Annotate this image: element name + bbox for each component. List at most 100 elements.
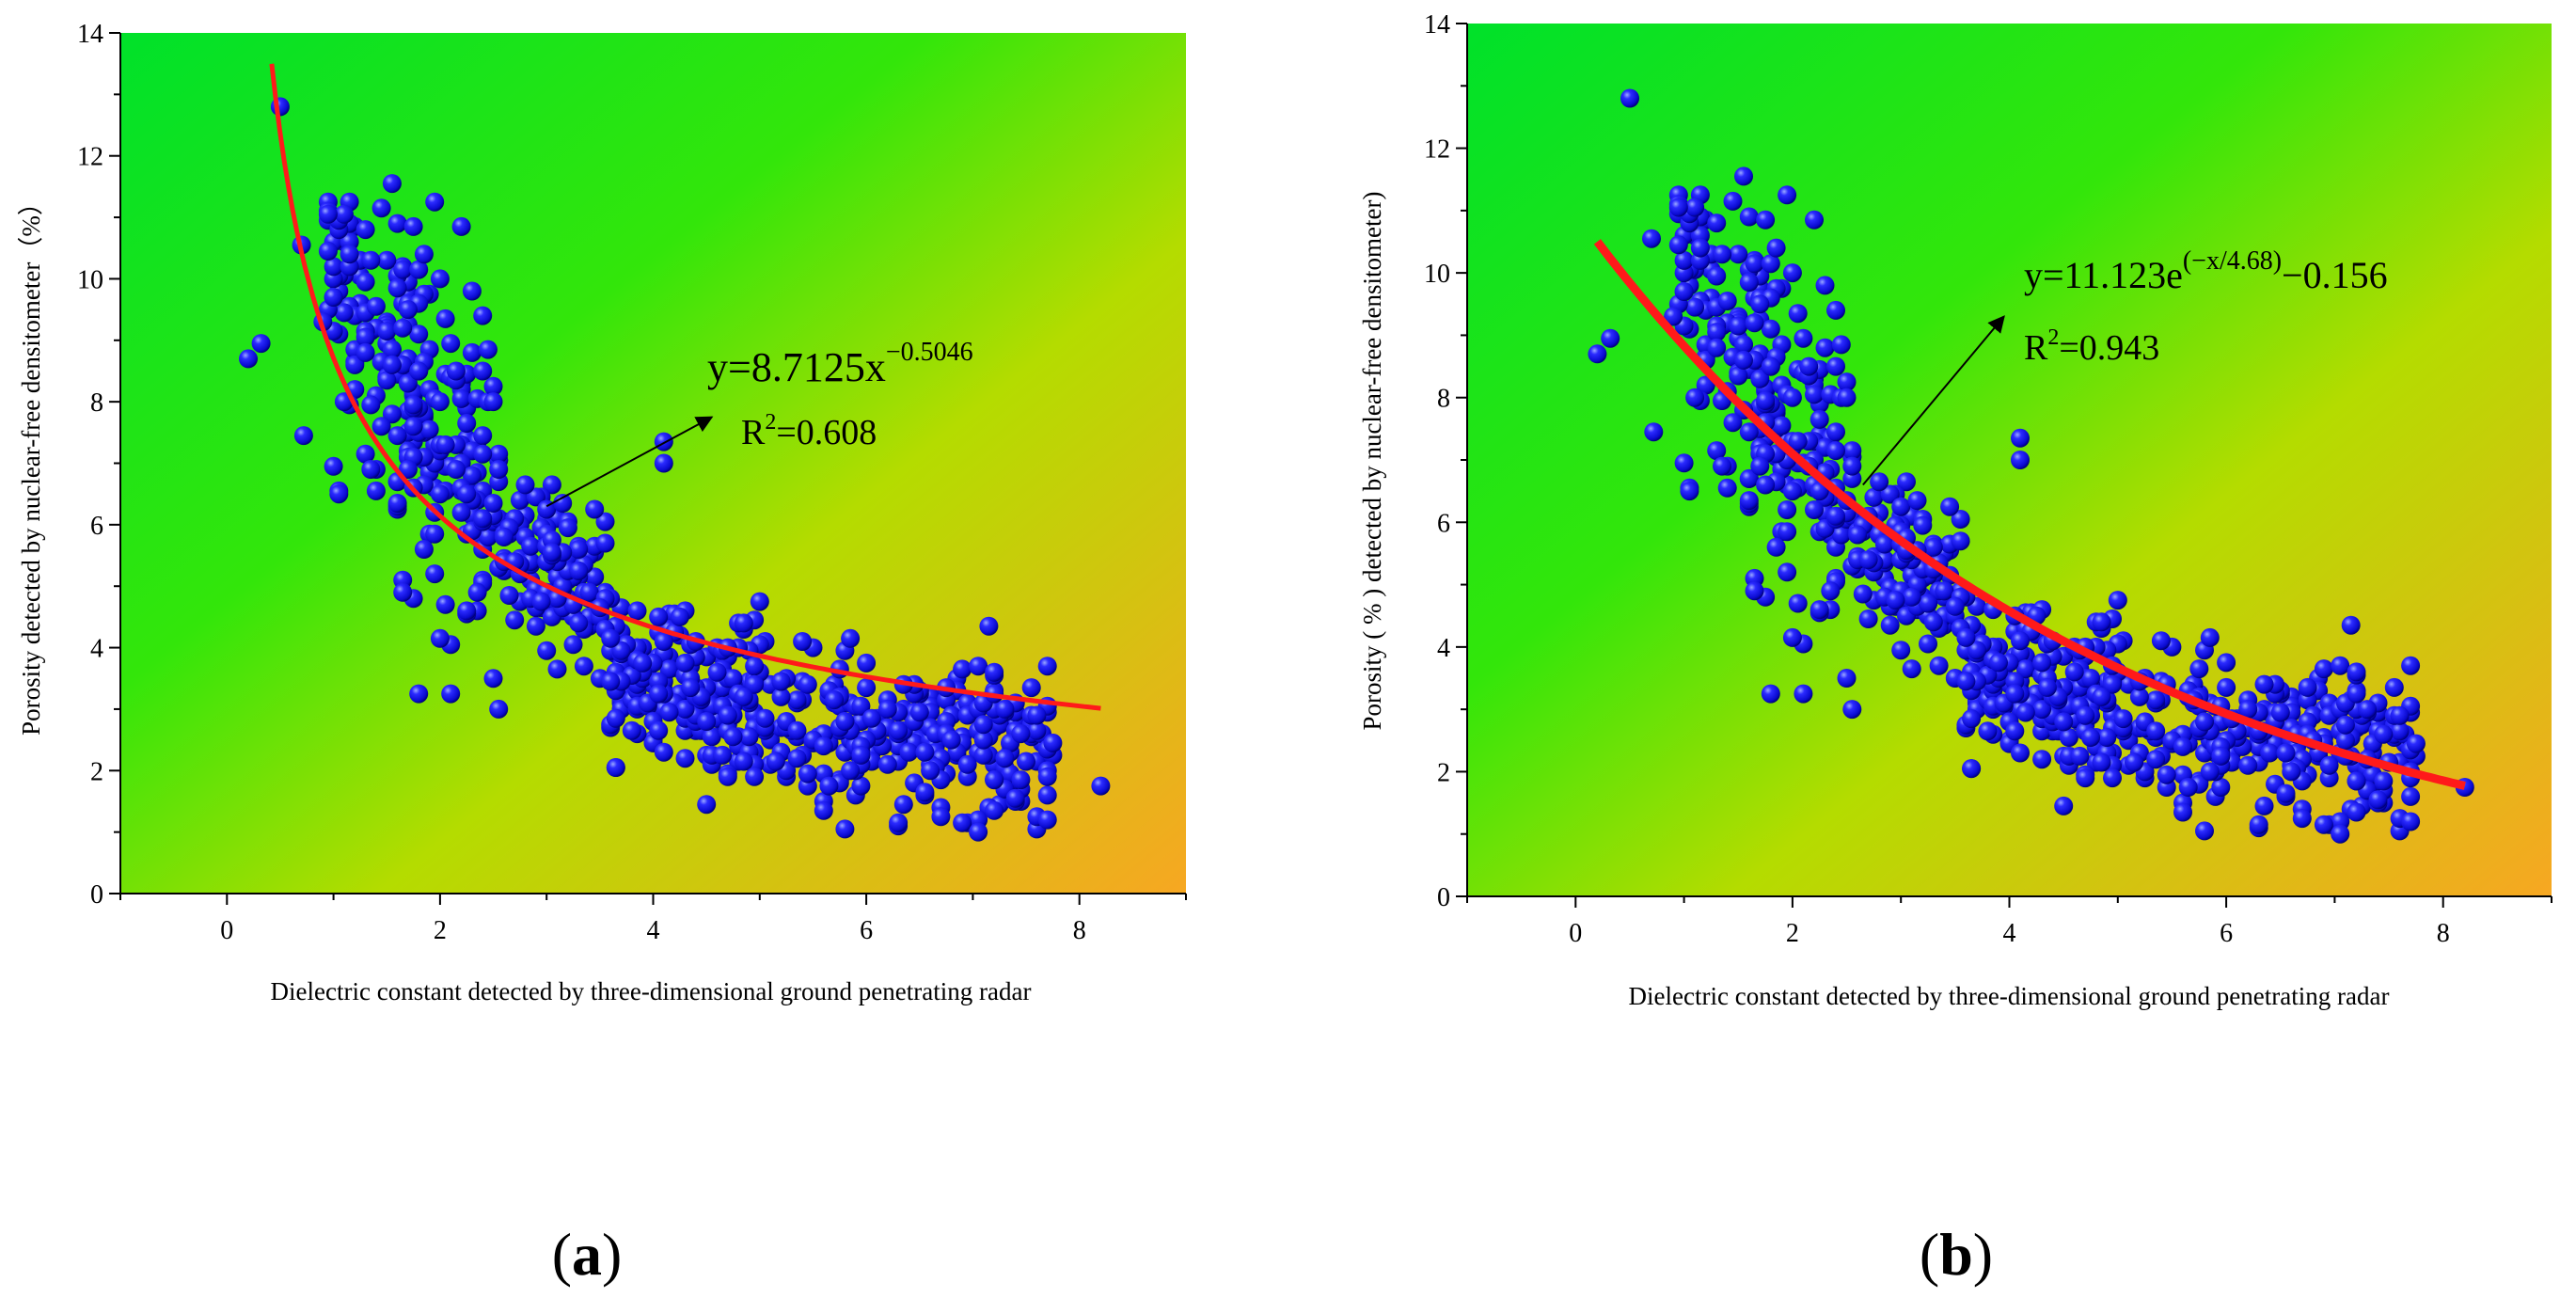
panel-label-a: (a) bbox=[552, 1221, 623, 1288]
data-point bbox=[1037, 767, 1057, 786]
x-tick-label: 6 bbox=[2220, 919, 2233, 948]
data-point bbox=[1017, 752, 1035, 771]
data-point bbox=[1870, 472, 1889, 492]
y-tick-label: 12 bbox=[77, 143, 103, 172]
data-point bbox=[921, 761, 940, 781]
data-point bbox=[969, 657, 988, 676]
data-point bbox=[1782, 388, 1802, 407]
r-squared-b: R2=0.943 bbox=[2024, 325, 2159, 368]
data-point bbox=[1745, 581, 1764, 601]
data-point bbox=[1826, 356, 1845, 376]
data-point bbox=[1788, 304, 1808, 324]
data-point bbox=[324, 288, 343, 307]
x-tick-label: 4 bbox=[2003, 919, 2016, 948]
y-tick-label: 4 bbox=[90, 635, 103, 664]
data-point bbox=[526, 616, 545, 636]
data-point bbox=[1734, 350, 1753, 370]
fit-curve-b bbox=[1593, 239, 2466, 790]
data-point bbox=[1729, 366, 1748, 386]
data-point bbox=[356, 272, 375, 292]
data-point bbox=[851, 696, 871, 716]
data-point bbox=[1021, 678, 1041, 698]
data-point bbox=[382, 404, 402, 424]
data-point bbox=[483, 669, 503, 689]
data-point bbox=[2011, 743, 2030, 763]
data-point bbox=[745, 674, 765, 694]
data-point bbox=[409, 361, 429, 381]
data-point bbox=[601, 628, 621, 648]
data-point bbox=[814, 736, 833, 756]
data-point bbox=[1717, 292, 1737, 310]
data-point bbox=[1826, 441, 1845, 461]
data-point bbox=[909, 703, 929, 722]
data-point bbox=[1810, 409, 1829, 429]
r-squared-a-r: R bbox=[741, 413, 766, 452]
data-point bbox=[425, 564, 445, 584]
data-point bbox=[1956, 672, 1976, 691]
data-point bbox=[569, 540, 589, 559]
data-point bbox=[489, 699, 509, 719]
data-point bbox=[2314, 815, 2333, 834]
data-point bbox=[1713, 245, 1731, 264]
data-point bbox=[334, 204, 354, 224]
data-point bbox=[1978, 721, 1998, 741]
data-point bbox=[1880, 615, 1900, 635]
data-point bbox=[1734, 335, 1753, 355]
data-point bbox=[1620, 88, 1639, 108]
data-point bbox=[2217, 653, 2236, 673]
data-point bbox=[419, 419, 439, 439]
data-point bbox=[324, 257, 343, 277]
data-point bbox=[1810, 600, 1829, 620]
data-point bbox=[2401, 786, 2421, 806]
data-point bbox=[611, 641, 631, 660]
data-point bbox=[659, 703, 679, 722]
data-point bbox=[1945, 596, 1965, 616]
data-point bbox=[2200, 627, 2220, 647]
data-point bbox=[2211, 778, 2231, 797]
data-point bbox=[1907, 491, 1927, 511]
data-point bbox=[1739, 207, 1759, 227]
data-point bbox=[1729, 245, 1748, 264]
data-point bbox=[441, 684, 461, 704]
data-point bbox=[398, 300, 418, 320]
data-point bbox=[2195, 821, 2214, 841]
data-point bbox=[2335, 731, 2355, 751]
data-point bbox=[798, 674, 817, 694]
data-point bbox=[403, 417, 423, 436]
data-point bbox=[1842, 456, 1862, 476]
data-point bbox=[2374, 771, 2394, 791]
data-point bbox=[1842, 441, 1862, 461]
data-point bbox=[1756, 391, 1776, 410]
data-point bbox=[2384, 677, 2404, 697]
x-axis-title-a: Dielectric constant detected by three-di… bbox=[271, 977, 1032, 1005]
data-point bbox=[1685, 297, 1705, 317]
data-point bbox=[2341, 615, 2361, 635]
data-point bbox=[2173, 736, 2192, 756]
data-point bbox=[2401, 812, 2421, 831]
data-point bbox=[526, 487, 545, 507]
data-point bbox=[1027, 720, 1047, 740]
data-point bbox=[2347, 771, 2366, 791]
data-point bbox=[889, 813, 909, 832]
data-point bbox=[473, 306, 493, 325]
equation-b-exponent: (−x/4.68) bbox=[2183, 246, 2282, 276]
data-point bbox=[1717, 478, 1737, 498]
data-point bbox=[941, 730, 961, 750]
data-point bbox=[814, 800, 833, 820]
data-point bbox=[2211, 746, 2231, 766]
data-point bbox=[1788, 432, 1808, 451]
data-point bbox=[995, 699, 1015, 719]
data-point bbox=[451, 502, 471, 522]
data-point bbox=[457, 601, 477, 621]
data-point bbox=[457, 414, 477, 433]
data-point bbox=[510, 490, 529, 510]
data-point bbox=[2011, 451, 2030, 469]
data-point bbox=[2011, 631, 2030, 651]
data-point bbox=[1772, 416, 1792, 435]
data-point bbox=[793, 632, 813, 651]
panel-label-a-close: ) bbox=[602, 1221, 622, 1288]
data-point bbox=[2347, 684, 2366, 704]
data-point bbox=[462, 466, 482, 485]
data-point bbox=[1674, 453, 1694, 473]
data-point bbox=[387, 426, 407, 446]
